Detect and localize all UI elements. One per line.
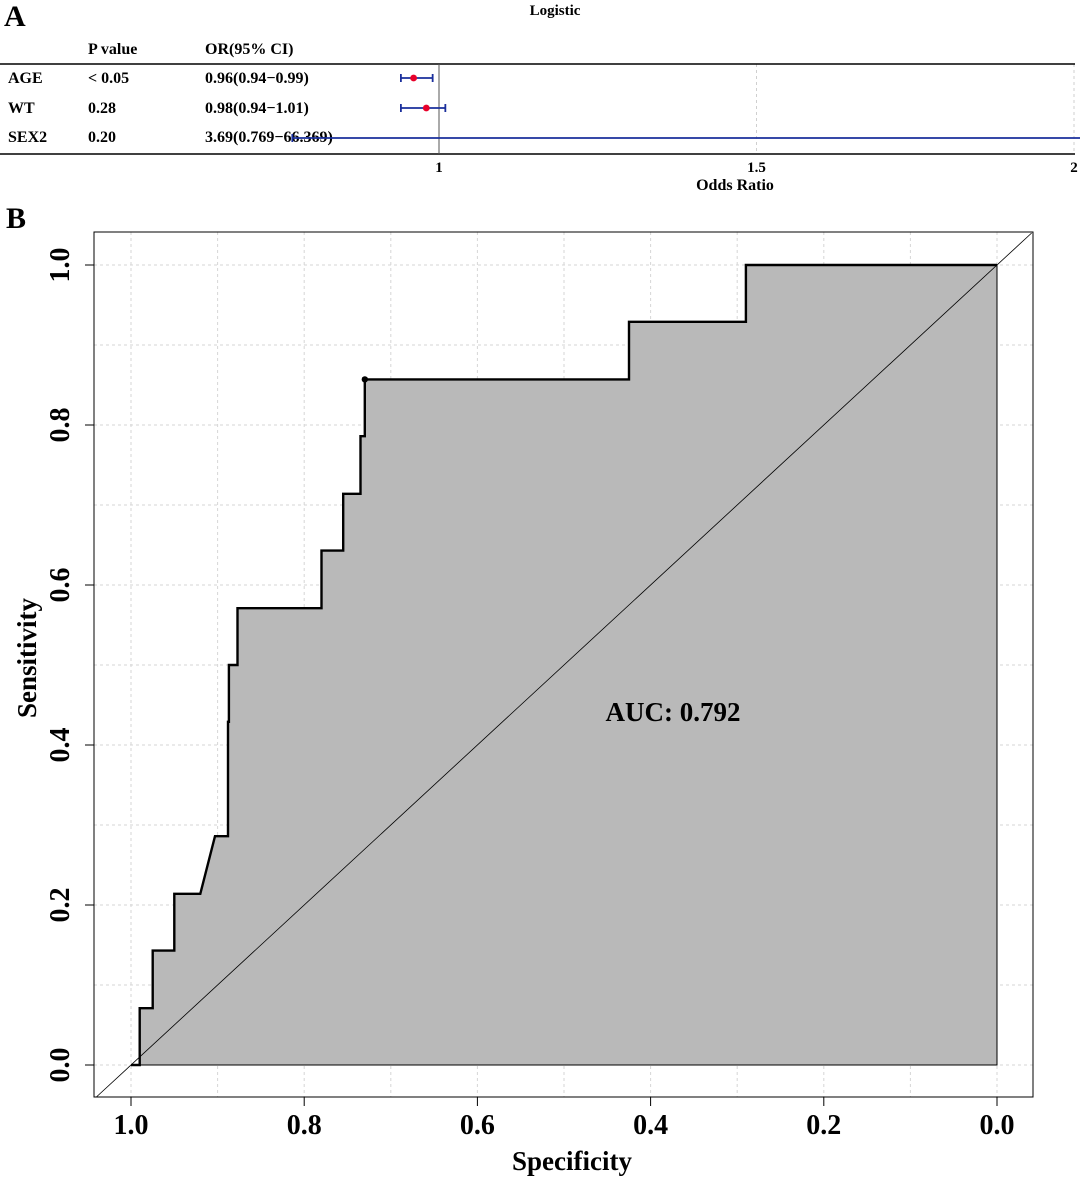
forest-grid	[756, 64, 1075, 154]
panel-b-roc-curve: B 1.0 0.8 0.6 0.4 0.2 0.0 0.00.20.40.60.81.0 …	[6, 202, 1034, 1176]
header-pvalue: P value	[88, 41, 137, 58]
header-or: OR(95% CI)	[205, 41, 293, 58]
panel-a-letter: A	[4, 0, 26, 33]
roc-curve-line	[131, 263, 997, 1067]
row-pvalue: < 0.05	[88, 70, 129, 87]
row-or: 0.98(0.94−1.01)	[205, 100, 309, 117]
forest-x-tick-label: 1	[435, 160, 443, 176]
row-or: 3.69(0.769−66.369)	[205, 129, 333, 146]
forest-x-ticks: 11.522.53	[435, 160, 1078, 176]
row-pvalue: 0.28	[88, 100, 116, 117]
forest-row: WT 0.28 0.98(0.94−1.01)	[8, 100, 309, 117]
roc-x-axis-title: Specificity	[512, 1146, 632, 1176]
roc-x-tick-label: 0.0	[980, 1110, 1015, 1141]
row-var: AGE	[8, 70, 43, 87]
roc-x-tick-label: 0.4	[633, 1110, 668, 1141]
roc-diagonal-line	[96, 232, 1032, 1098]
auc-label: AUC: 0.792	[606, 697, 741, 727]
or-point	[410, 74, 417, 82]
roc-x-tick-label: 0.6	[460, 1110, 495, 1141]
row-var: SEX2	[8, 129, 47, 146]
roc-y-tick-label: 0.6	[45, 568, 76, 603]
roc-x-ticks: 1.0 0.8 0.6 0.4 0.2 0.0	[114, 1097, 1015, 1141]
row-pvalue: 0.20	[88, 129, 116, 146]
roc-x-tick-label: 0.8	[287, 1110, 322, 1141]
roc-y-axis-title: Sensitivity	[12, 597, 42, 718]
forest-marks	[291, 74, 1080, 142]
roc-y-tick-label: 1.0	[45, 248, 76, 283]
forest-x-tick-label: 1.5	[747, 160, 766, 176]
panel-a-forest-plot: A Logistic P value OR(95% CI) AGE < 0.05…	[0, 0, 1080, 194]
roc-x-tick-label: 0.2	[806, 1110, 841, 1141]
roc-x-tick-label: 1.0	[114, 1110, 149, 1141]
roc-y-tick-label: 0.4	[45, 728, 76, 763]
forest-row: AGE < 0.05 0.96(0.94−0.99)	[8, 70, 309, 87]
roc-plot-frame	[93, 231, 1034, 1098]
forest-x-tick-label: 2	[1070, 160, 1078, 176]
row-or: 0.96(0.94−0.99)	[205, 70, 309, 87]
forest-x-axis-title: Odds Ratio	[696, 177, 774, 194]
roc-y-tick-label: 0.2	[45, 888, 76, 923]
forest-title: Logistic	[530, 3, 581, 19]
roc-y-tick-label: 0.8	[45, 408, 76, 443]
roc-threshold-point	[361, 376, 369, 383]
roc-y-tick-label: 0.0	[45, 1048, 76, 1083]
panel-b-letter: B	[6, 202, 26, 235]
forest-row: SEX2 0.20 3.69(0.769−66.369)	[8, 129, 333, 146]
row-var: WT	[8, 100, 35, 117]
roc-y-ticks: 0.0 0.2 0.4 0.6 0.8 1.0	[45, 248, 94, 1083]
or-point	[422, 104, 430, 112]
